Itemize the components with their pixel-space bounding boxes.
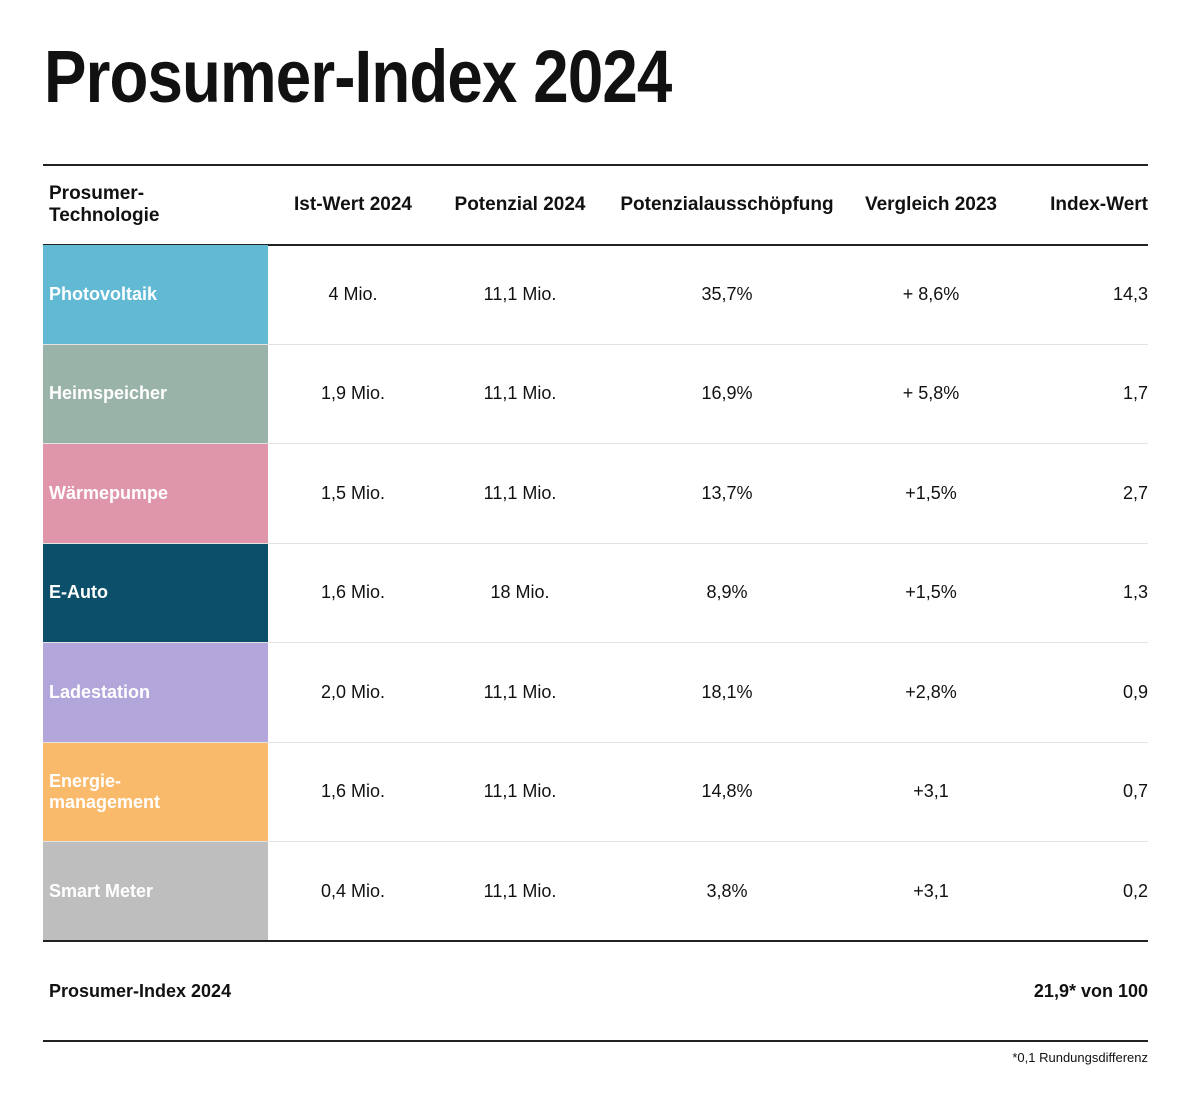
- technology-cell: Ladestation: [43, 643, 268, 742]
- potenzialausschoepfung-cell: 8,9%: [706, 582, 748, 603]
- table-row: Ladestation 2,0 Mio. 11,1 Mio. 18,1% +2,8% 0,…: [43, 643, 1148, 743]
- table-row: Wärmepumpe 1,5 Mio. 11,1 Mio. 13,7% +1,5% 2,7: [43, 444, 1148, 544]
- table-row: Photovoltaik 4 Mio. 11,1 Mio. 35,7% + 8,6% 14…: [43, 245, 1148, 345]
- ist-wert-cell: 1,6 Mio.: [320, 582, 386, 603]
- header-vergleich: Vergleich 2023: [864, 194, 998, 215]
- table-row: Energie- management 1,6 Mio. 11,1 Mio. 14,8…: [43, 742, 1148, 842]
- footnote: *0,1 Rundungsdifferenz: [1012, 1050, 1148, 1065]
- index-wert-cell: 0,9: [1122, 681, 1148, 702]
- index-wert-cell: 1,7: [1122, 383, 1148, 404]
- potenzial-cell: 18 Mio.: [490, 582, 550, 603]
- vergleich-cell: +3,1: [913, 881, 949, 902]
- potenzial-cell: 11,1 Mio.: [483, 383, 557, 404]
- index-wert-cell: 0,7: [1122, 781, 1148, 802]
- index-wert-cell: 1,3: [1122, 582, 1148, 603]
- total-label: Prosumer-Index 2024: [49, 980, 232, 1001]
- total-value: 21,9* von 100: [1033, 980, 1148, 1001]
- technology-label: E-Auto: [49, 582, 108, 603]
- ist-wert-cell: 1,6 Mio.: [320, 781, 386, 802]
- header-technology: Prosumer- Technologie: [49, 166, 249, 244]
- table-body: Photovoltaik 4 Mio. 11,1 Mio. 35,7% + 8,6% 14…: [43, 245, 1148, 942]
- potenzialausschoepfung-cell: 14,8%: [701, 781, 753, 802]
- header-potenzialausschoepfung: Potenzialausschöpfung: [620, 194, 834, 215]
- table-top-rule: [43, 164, 1148, 166]
- table-row: E-Auto 1,6 Mio. 18 Mio. 8,9% +1,5% 1,3: [43, 543, 1148, 643]
- potenzialausschoepfung-cell: 16,9%: [701, 383, 753, 404]
- technology-label: Heimspeicher: [49, 383, 168, 404]
- vergleich-cell: +2,8%: [905, 681, 957, 702]
- technology-cell: Energie- management: [43, 742, 268, 841]
- vergleich-cell: + 5,8%: [902, 383, 960, 404]
- header-bottom-rule: [43, 244, 1148, 246]
- vergleich-cell: +1,5%: [905, 482, 957, 503]
- index-wert-cell: 2,7: [1122, 482, 1148, 503]
- header-technology-label: Prosumer- Technologie: [49, 183, 160, 226]
- vergleich-cell: +1,5%: [905, 582, 957, 603]
- header-potenzial: Potenzial 2024: [454, 194, 586, 215]
- technology-label: Smart Meter: [49, 881, 154, 902]
- technology-cell: Photovoltaik: [43, 245, 268, 344]
- table-header-row: Prosumer- Technologie Ist-Wert 2024 Pote…: [43, 166, 1148, 244]
- total-bottom-rule: [43, 1040, 1148, 1042]
- ist-wert-cell: 1,5 Mio.: [320, 482, 386, 503]
- vergleich-cell: + 8,6%: [902, 283, 960, 304]
- header-index-wert: Index-Wert: [1050, 194, 1148, 215]
- header-ist-wert: Ist-Wert 2024: [294, 194, 412, 215]
- ist-wert-cell: 4 Mio.: [328, 283, 378, 304]
- potenzial-cell: 11,1 Mio.: [483, 681, 557, 702]
- ist-wert-cell: 1,9 Mio.: [320, 383, 386, 404]
- table-bottom-rule: [43, 940, 1148, 942]
- potenzialausschoepfung-cell: 13,7%: [701, 482, 753, 503]
- technology-cell: Heimspeicher: [43, 344, 268, 443]
- potenzial-cell: 11,1 Mio.: [483, 283, 557, 304]
- total-row: Prosumer-Index 2024 21,9* von 100: [43, 942, 1148, 1040]
- table-row: Heimspeicher 1,9 Mio. 11,1 Mio. 16,9% + 5,8%…: [43, 344, 1148, 444]
- technology-label: Wärmepumpe: [49, 482, 169, 503]
- potenzialausschoepfung-cell: 3,8%: [706, 881, 748, 902]
- potenzial-cell: 11,1 Mio.: [483, 781, 557, 802]
- potenzialausschoepfung-cell: 35,7%: [701, 283, 753, 304]
- vergleich-cell: +3,1: [913, 781, 949, 802]
- potenzial-cell: 11,1 Mio.: [483, 482, 557, 503]
- index-wert-cell: 14,3: [1112, 283, 1148, 304]
- technology-label: Ladestation: [49, 681, 151, 702]
- technology-label: Photovoltaik: [49, 283, 158, 304]
- potenzialausschoepfung-cell: 18,1%: [701, 681, 753, 702]
- technology-label: Energie- management: [49, 770, 161, 812]
- potenzial-cell: 11,1 Mio.: [483, 881, 557, 902]
- ist-wert-cell: 0,4 Mio.: [320, 881, 386, 902]
- technology-cell: E-Auto: [43, 543, 268, 642]
- technology-cell: Wärmepumpe: [43, 444, 268, 543]
- technology-cell: Smart Meter: [43, 842, 268, 942]
- table-row: Smart Meter 0,4 Mio. 11,1 Mio. 3,8% +3,1 0,2: [43, 842, 1148, 942]
- index-wert-cell: 0,2: [1122, 881, 1148, 902]
- page-title: Prosumer-Index 2024: [44, 35, 672, 118]
- ist-wert-cell: 2,0 Mio.: [320, 681, 386, 702]
